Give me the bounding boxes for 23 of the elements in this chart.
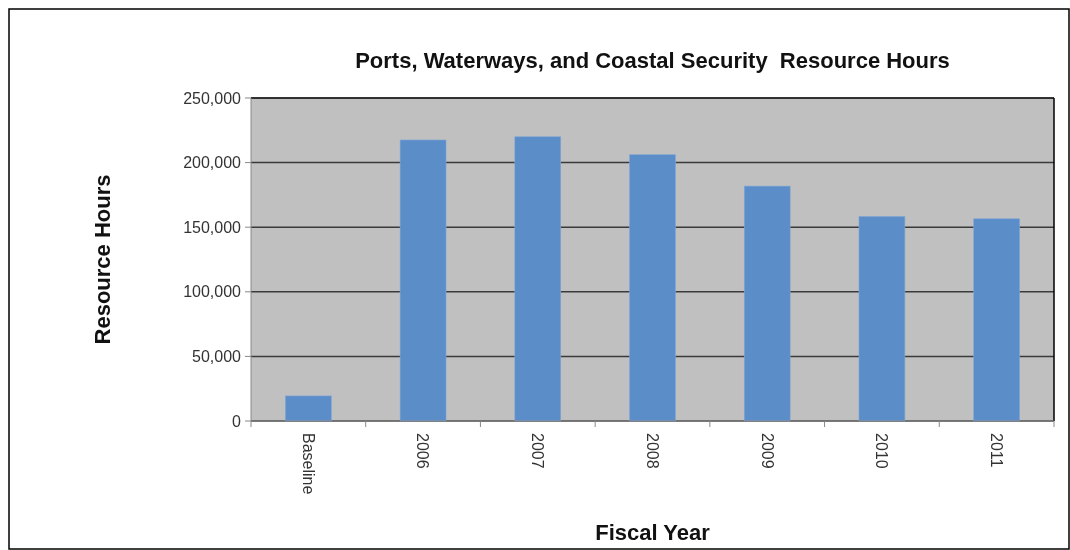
x-tick-label: 2011 <box>988 433 1006 468</box>
bar <box>399 139 447 422</box>
x-tick-label: 2006 <box>414 433 432 469</box>
x-tick-label: 2008 <box>643 433 661 469</box>
bar <box>514 136 562 422</box>
bar <box>973 218 1020 422</box>
x-tick-label: 2009 <box>758 433 776 469</box>
x-tick-label: 2010 <box>873 433 891 469</box>
y-axis-title: Resource Hours <box>90 174 115 345</box>
x-axis-title: Fiscal Year <box>595 520 711 545</box>
x-tick-label: 2007 <box>529 433 547 469</box>
chart-title: Ports, Waterways, and Coastal Security Resource Hours <box>355 48 950 73</box>
bar <box>743 185 791 422</box>
y-tick-label: 100,000 <box>183 283 242 301</box>
y-tick-label: 200,000 <box>183 154 242 172</box>
y-tick-label: 250,000 <box>183 89 242 107</box>
bar <box>629 154 676 422</box>
x-tick-label: Baseline <box>299 433 317 495</box>
y-tick-label: 50,000 <box>192 348 242 365</box>
bar <box>858 216 906 422</box>
y-tick-label: 150,000 <box>183 218 242 236</box>
y-tick-label: 0 <box>232 412 242 430</box>
bar <box>285 395 332 422</box>
